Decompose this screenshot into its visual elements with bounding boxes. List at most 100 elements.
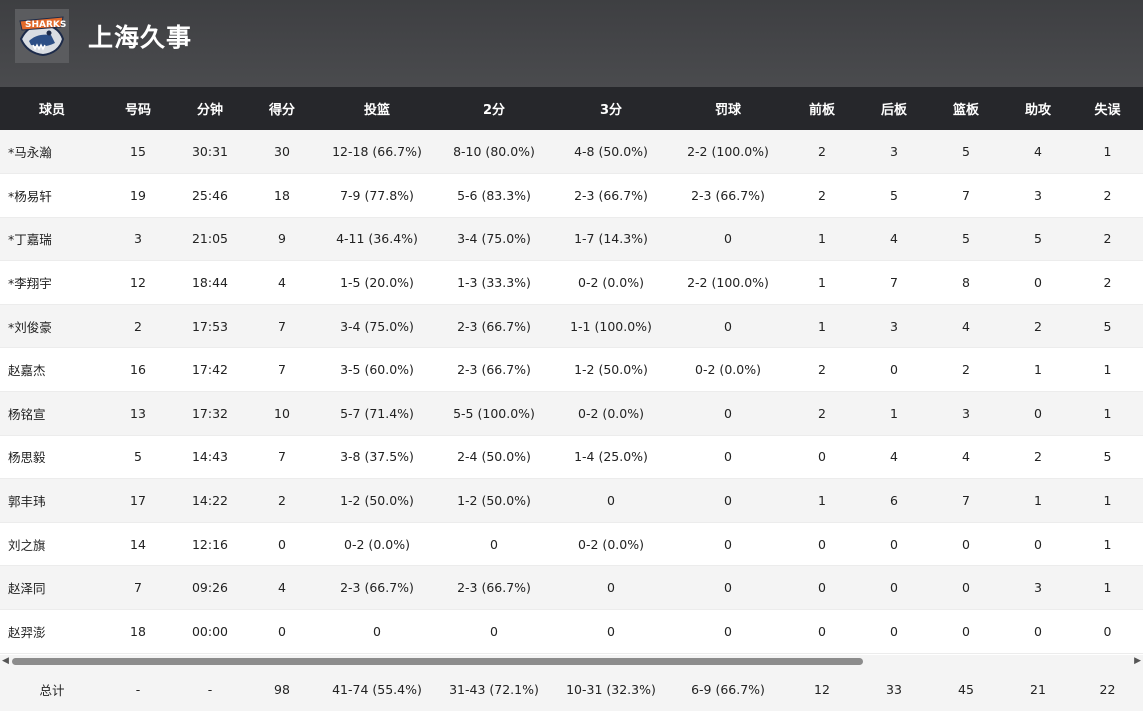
table-row[interactable]: 赵羿澎 18 00:00 0 0 0 0 0 0 0 0 0 0	[0, 609, 1143, 654]
scroll-left-icon[interactable]: ◀	[2, 656, 9, 666]
stat-cell: 2	[1004, 435, 1072, 480]
stat-cell: 13	[104, 391, 172, 436]
stat-cell: 1	[1072, 130, 1143, 175]
scrollbar-thumb[interactable]	[12, 658, 863, 665]
player-name[interactable]: 赵嘉杰	[0, 347, 104, 393]
column-header[interactable]: 前板	[808, 103, 835, 118]
stat-cell: 3	[1004, 173, 1072, 218]
table-header-row: 球员 号码 分钟 得分 投篮 2分 3分 罚球 前板 后板 篮板 助攻 失误	[0, 87, 1143, 130]
stat-cell: 30:31	[172, 130, 248, 175]
stat-cell: 2	[784, 173, 860, 218]
stat-cell: 00:00	[172, 609, 248, 654]
column-header[interactable]: 分钟	[196, 103, 223, 118]
totals-cell: -	[207, 682, 213, 697]
player-name[interactable]: *刘俊豪	[0, 304, 104, 349]
totals-cell: 33	[886, 682, 902, 697]
totals-cell: 45	[958, 682, 974, 697]
stat-cell: 0	[860, 522, 928, 567]
stat-cell: 16	[104, 347, 172, 393]
stat-cell: 5	[860, 173, 928, 218]
stat-cell: 0	[928, 522, 1004, 567]
stat-cell: 21:05	[172, 217, 248, 262]
stat-cell: 30	[248, 130, 316, 175]
table-row[interactable]: *李翔宇 12 18:44 4 1-5 (20.0%) 1-3 (33.3%) 0-2 (0…	[0, 260, 1143, 305]
stat-cell: 17:53	[172, 304, 248, 349]
stat-cell: 0	[784, 565, 860, 611]
stat-cell: 2	[784, 130, 860, 175]
stat-cell: 18	[248, 173, 316, 218]
stat-cell: 1-4 (25.0%)	[550, 435, 672, 480]
stat-cell: 1	[784, 304, 860, 349]
player-name[interactable]: *杨易轩	[0, 173, 104, 218]
stat-cell: 0	[672, 478, 784, 523]
stat-cell: 2-2 (100.0%)	[672, 260, 784, 305]
stat-cell: 0	[248, 609, 316, 654]
column-header[interactable]: 后板	[880, 103, 907, 118]
stat-cell: 6	[860, 478, 928, 523]
stat-cell: 7	[248, 304, 316, 349]
column-header[interactable]: 投篮	[363, 103, 390, 118]
player-name[interactable]: 杨铭宣	[0, 391, 104, 436]
player-stats-table: 球员 号码 分钟 得分 投篮 2分 3分 罚球 前板 后板 篮板 助攻 失误 *…	[0, 87, 1143, 654]
column-header[interactable]: 篮板	[952, 103, 979, 118]
player-name[interactable]: *马永瀚	[0, 130, 104, 175]
table-row[interactable]: *杨易轩 19 25:46 18 7-9 (77.8%) 5-6 (83.3%) 2-3 (…	[0, 173, 1143, 218]
column-header[interactable]: 得分	[268, 103, 295, 118]
stat-cell: 1	[784, 478, 860, 523]
table-row[interactable]: *丁嘉瑞 3 21:05 9 4-11 (36.4%) 3-4 (75.0%) 1-7 (1…	[0, 217, 1143, 262]
player-name[interactable]: 刘之旗	[0, 522, 104, 567]
stat-cell: 1	[860, 391, 928, 436]
column-header[interactable]: 失误	[1094, 103, 1121, 118]
player-name[interactable]: *丁嘉瑞	[0, 217, 104, 262]
column-header[interactable]: 助攻	[1024, 103, 1051, 118]
stat-cell: 4	[248, 565, 316, 611]
stat-cell: 8-10 (80.0%)	[438, 130, 550, 175]
stat-cell: 2	[1072, 217, 1143, 262]
player-name[interactable]: 赵泽同	[0, 565, 104, 611]
table-row[interactable]: 赵泽同 7 09:26 4 2-3 (66.7%) 2-3 (66.7%) 0 0 0 0 0 3 1	[0, 565, 1143, 611]
stat-cell: 0	[784, 609, 860, 654]
stat-cell: 8	[928, 260, 1004, 305]
player-name[interactable]: 杨思毅	[0, 435, 104, 480]
stat-cell: 5	[928, 217, 1004, 262]
stat-cell: 1-2 (50.0%)	[316, 478, 438, 523]
table-row[interactable]: 杨铭宣 13 17:32 10 5-7 (71.4%) 5-5 (100.0%) 0-2 (…	[0, 391, 1143, 436]
stat-cell: 18	[104, 609, 172, 654]
totals-cell: 22	[1099, 682, 1116, 697]
horizontal-scrollbar[interactable]: ◀ ▶	[0, 655, 1143, 668]
stat-cell: 2	[928, 347, 1004, 393]
table-row[interactable]: *刘俊豪 2 17:53 7 3-4 (75.0%) 2-3 (66.7%) 1-1 (10…	[0, 304, 1143, 349]
stat-cell: 17	[104, 478, 172, 523]
scroll-right-icon[interactable]: ▶	[1134, 656, 1141, 666]
table-row[interactable]: 郭丰玮 17 14:22 2 1-2 (50.0%) 1-2 (50.0%) 0 0 1 6 7 1 1	[0, 478, 1143, 523]
stat-cell: 5	[1072, 304, 1143, 349]
stat-cell: 14:22	[172, 478, 248, 523]
column-header[interactable]: 号码	[124, 103, 151, 118]
column-header[interactable]: 3分	[599, 103, 623, 118]
stat-cell: 1-7 (14.3%)	[550, 217, 672, 262]
table-row[interactable]: 杨思毅 5 14:43 7 3-8 (37.5%) 2-4 (50.0%) 1-4 (25.…	[0, 435, 1143, 480]
stat-cell: 18:44	[172, 260, 248, 305]
stat-cell: 0	[1004, 260, 1072, 305]
stat-cell: 12:16	[172, 522, 248, 567]
svg-text:SHARKS: SHARKS	[25, 20, 66, 30]
team-header: SHARKS 上海久事	[0, 0, 1143, 87]
table-row[interactable]: 刘之旗 14 12:16 0 0-2 (0.0%) 0 0-2 (0.0%) 0 0 0 0 0 1	[0, 522, 1143, 567]
stat-cell: 5	[104, 435, 172, 480]
stat-cell: 3-4 (75.0%)	[438, 217, 550, 262]
column-header[interactable]: 罚球	[714, 103, 741, 118]
stat-cell: 7	[248, 347, 316, 393]
stat-cell: 0	[928, 565, 1004, 611]
stat-cell: 1-3 (33.3%)	[438, 260, 550, 305]
column-header[interactable]: 球员	[38, 103, 65, 118]
totals-cell: 12	[814, 682, 830, 697]
player-name[interactable]: *李翔宇	[0, 260, 104, 305]
table-row[interactable]: *马永瀚 15 30:31 30 12-18 (66.7%) 8-10 (80.0%) 4-…	[0, 130, 1143, 175]
stat-cell: 5-6 (83.3%)	[438, 173, 550, 218]
table-row[interactable]: 赵嘉杰 16 17:42 7 3-5 (60.0%) 2-3 (66.7%) 1-2 (50…	[0, 347, 1143, 393]
stat-cell: 0	[438, 609, 550, 654]
player-name[interactable]: 赵羿澎	[0, 609, 104, 654]
player-name[interactable]: 郭丰玮	[0, 478, 104, 523]
column-header[interactable]: 2分	[482, 103, 506, 118]
stat-cell: 1-1 (100.0%)	[550, 304, 672, 349]
